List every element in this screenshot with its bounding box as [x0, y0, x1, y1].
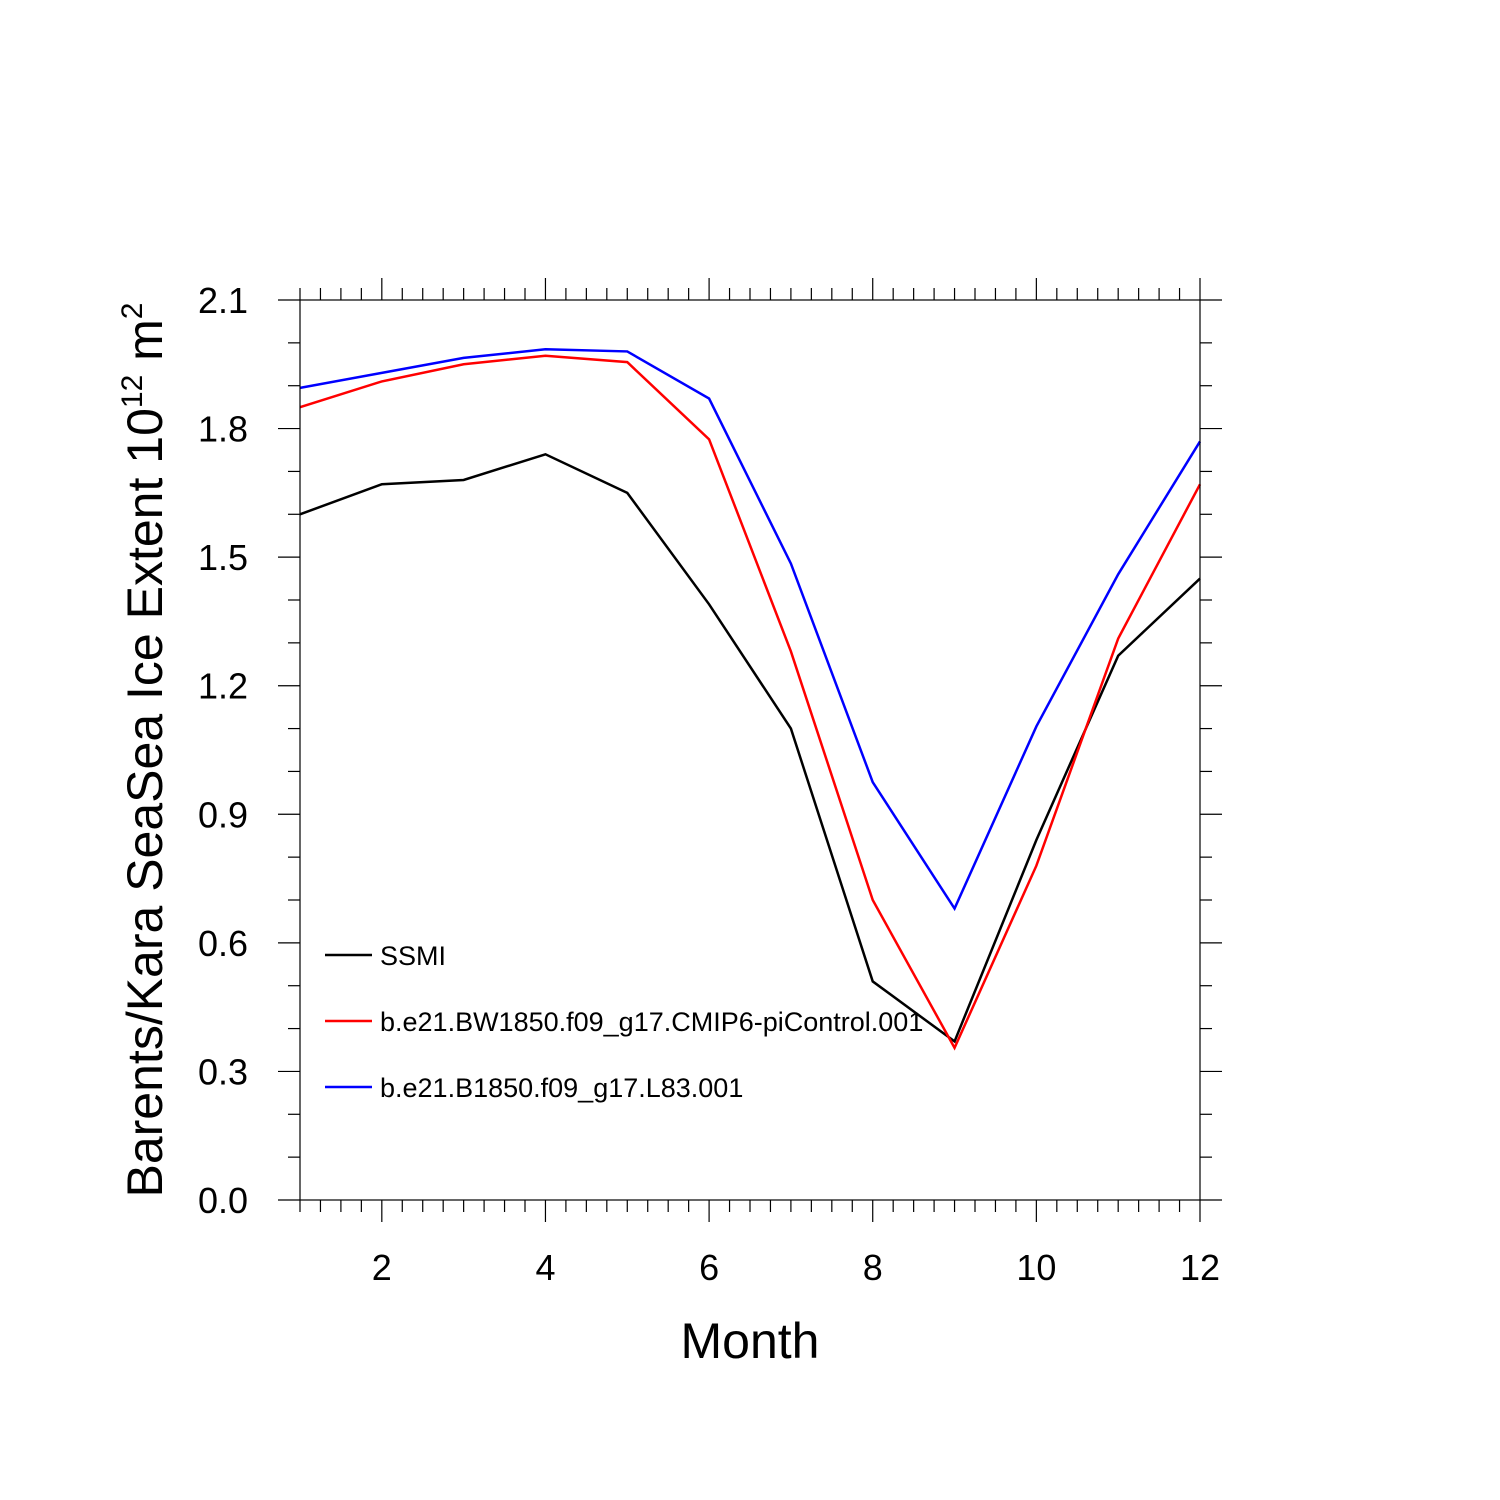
- y-tick-label: 0.6: [198, 923, 248, 964]
- x-tick-label: 2: [372, 1247, 392, 1288]
- y-tick-label: 1.5: [198, 537, 248, 578]
- y-tick-label: 0.3: [198, 1051, 248, 1092]
- legend-label: SSMI: [380, 941, 446, 971]
- plot-frame: [299, 299, 1201, 1201]
- x-tick-label: 6: [699, 1247, 719, 1288]
- y-tick-label: 1.8: [198, 409, 248, 450]
- x-tick-labels: 2 4 6 8 10 12: [372, 1247, 1220, 1288]
- y-tick-labels: 0.0 0.3 0.6 0.9 1.2 1.5 1.8 2.1: [198, 280, 248, 1221]
- y-tick-label: 1.2: [198, 666, 248, 707]
- x-axis-title: Month: [681, 1313, 820, 1369]
- y-axis-title: Barents/Kara SeaSea Ice Extent 1012 m2: [116, 303, 173, 1198]
- legend-label: b.e21.B1850.f09_g17.L83.001: [380, 1073, 743, 1103]
- y-tick-label: 2.1: [198, 280, 248, 321]
- series-line-2: [299, 354, 1202, 1051]
- y-axis-title-main: Barents/Kara SeaSea Ice Extent 10: [117, 408, 173, 1197]
- y-axis-title-exponent: 12: [116, 375, 149, 408]
- legend-label: b.e21.BW1850.f09_g17.CMIP6-piControl.001: [380, 1007, 923, 1037]
- series-lines: [299, 348, 1202, 1051]
- x-tick-label: 10: [1016, 1247, 1056, 1288]
- x-tick-label: 8: [863, 1247, 883, 1288]
- y-axis-title-unit: m: [117, 319, 173, 375]
- y-tick-label: 0.9: [198, 794, 248, 835]
- y-tick-label: 0.0: [198, 1180, 248, 1221]
- y-axis-title-unit-exponent: 2: [116, 303, 149, 320]
- x-tick-label: 12: [1180, 1247, 1220, 1288]
- series-line-1: [299, 452, 1201, 1044]
- series-line-3: [299, 348, 1202, 912]
- x-tick-label: 4: [535, 1247, 555, 1288]
- legend: SSMI b.e21.BW1850.f09_g17.CMIP6-piControl…: [325, 941, 923, 1103]
- axis-ticks: [278, 278, 1222, 1222]
